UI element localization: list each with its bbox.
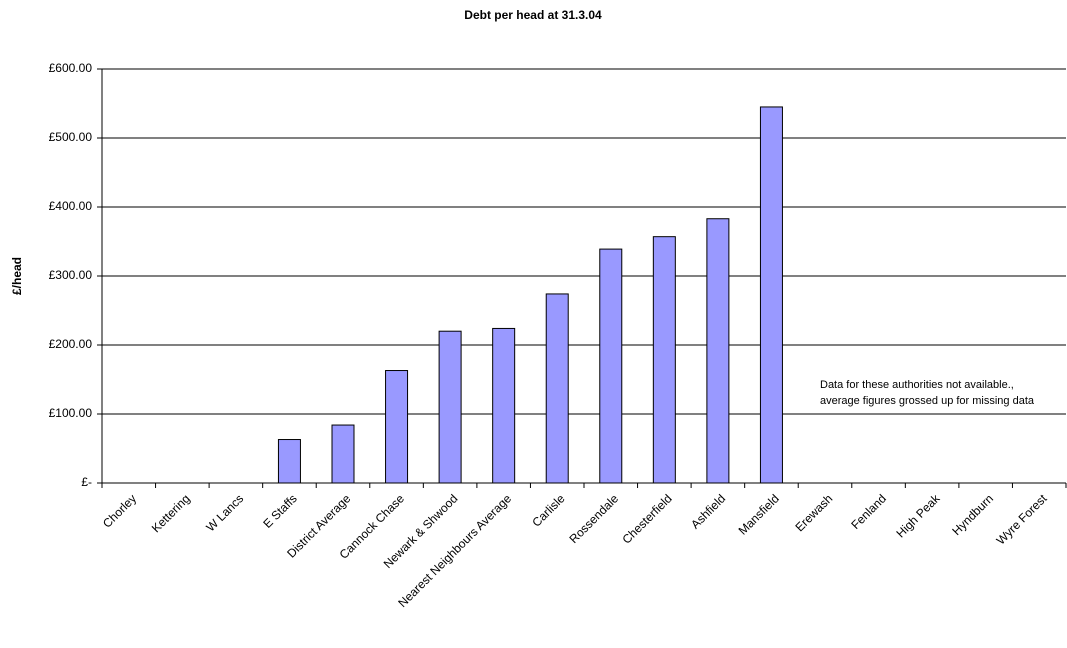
bar (599, 248, 623, 484)
y-tick-label: £300.00 (49, 268, 93, 282)
x-tick-label: Chorley (100, 491, 139, 530)
x-tick-label: Nearest Neighbours Average (395, 491, 514, 610)
x-tick-label: Kettering (149, 491, 193, 535)
y-axis-label: £/head (10, 257, 24, 295)
x-tick-label: Chesterfield (620, 491, 675, 546)
y-tick-label: £200.00 (49, 337, 93, 351)
x-tick-label: Ashfield (688, 491, 728, 531)
x-tick-label: W Lancs (203, 491, 246, 534)
bar (759, 106, 783, 484)
x-tick-label: Mansfield (736, 491, 782, 537)
x-tick-label: Erewash (792, 491, 835, 534)
bar (277, 439, 301, 484)
bar (385, 370, 409, 484)
y-tick-label: £400.00 (49, 199, 93, 213)
bar (706, 218, 730, 484)
bar (331, 424, 355, 484)
y-tick-label: £600.00 (49, 61, 93, 75)
annotation: average figures grossed up for missing d… (820, 395, 1035, 407)
bar (492, 327, 516, 484)
x-tick-label: E Staffs (260, 491, 299, 530)
chart-title: Debt per head at 31.3.04 (464, 8, 602, 22)
x-tick-label: Hyndburn (949, 491, 996, 538)
annotation: Data for these authorities not available… (820, 379, 1014, 391)
bar (438, 330, 462, 484)
x-tick-label: Wyre Forest (994, 491, 1050, 547)
x-tick-label: Carlisle (529, 491, 567, 529)
x-tick-label: Rossendale (566, 491, 621, 546)
bar (652, 236, 676, 484)
y-tick-label: £500.00 (49, 130, 93, 144)
x-tick-label: Fenland (848, 491, 889, 532)
y-tick-label: £- (81, 475, 92, 489)
bar (545, 293, 569, 484)
y-tick-label: £100.00 (49, 406, 93, 420)
x-tick-label: High Peak (893, 491, 943, 541)
